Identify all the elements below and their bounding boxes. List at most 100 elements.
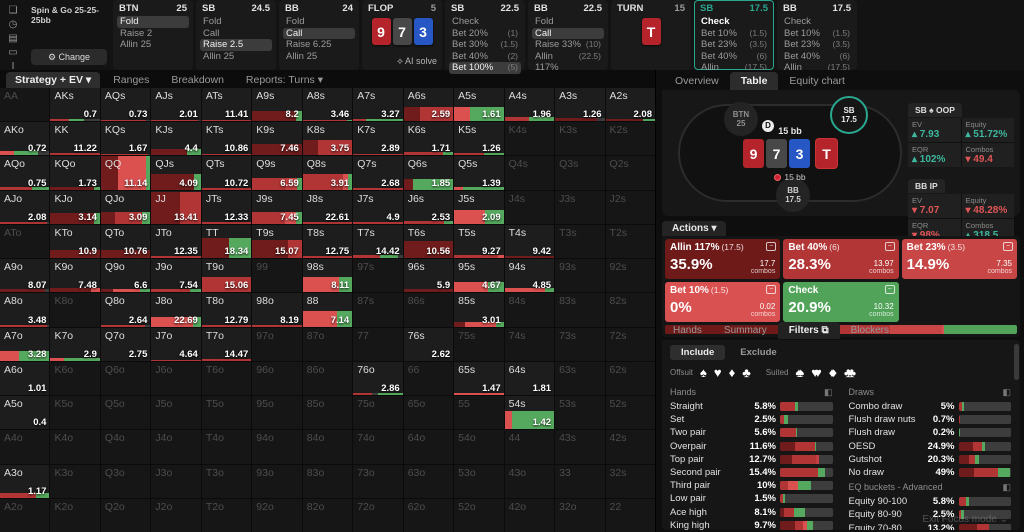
history-action-bet-100-[interactable]: Bet 100% (5) xyxy=(449,62,521,74)
bookmark-icon[interactable]: ❏ xyxy=(8,5,18,16)
filter-tab-filters[interactable]: Filters ⧉ xyxy=(777,322,840,339)
matrix-cell-A3s[interactable]: A3s 1.26 xyxy=(555,88,605,122)
filter-row-second-pair[interactable]: Second pair 15.4% xyxy=(670,466,833,479)
matrix-cell-K7o[interactable]: K7o 2.9 xyxy=(50,327,100,361)
matrix-cell-83s[interactable]: 83s xyxy=(555,293,605,327)
filter-row-king-high[interactable]: King high 9.7% xyxy=(670,519,833,530)
matrix-cell-76o[interactable]: 76o 2.86 xyxy=(353,361,403,396)
history-action-check[interactable]: Check xyxy=(781,16,853,28)
matrix-cell-42o[interactable]: 42o xyxy=(504,498,555,532)
offsuit-club-icon[interactable]: ♣ xyxy=(742,365,751,380)
library-icon[interactable]: ▭ xyxy=(8,47,18,58)
exclude-button[interactable]: Exclude xyxy=(740,347,777,358)
matrix-cell-J5s[interactable]: J5s 2.09 xyxy=(454,190,504,224)
matrix-cell-A2o[interactable]: A2o xyxy=(0,498,50,532)
history-action-bet-10-[interactable]: Bet 10% (1.5) xyxy=(698,28,770,40)
matrix-cell-T2o[interactable]: T2o xyxy=(201,498,252,532)
matrix-cell-T8o[interactable]: T8o 12.79 xyxy=(201,293,252,327)
matrix-cell-62s[interactable]: 62s xyxy=(605,361,655,396)
matrix-cell-Q7s[interactable]: Q7s 2.68 xyxy=(353,156,403,190)
matrix-cell-K2s[interactable]: K2s xyxy=(605,122,655,156)
matrix-cell-AA[interactable]: AA xyxy=(0,88,50,122)
matrix-cell-72o[interactable]: 72o xyxy=(353,498,403,532)
matrix-cell-AKo[interactable]: AKo 0.72 xyxy=(0,122,50,156)
matrix-cell-43s[interactable]: 43s xyxy=(555,430,605,464)
history-action-fold[interactable]: Fold xyxy=(283,16,355,28)
matrix-cell-J4s[interactable]: J4s xyxy=(504,190,555,224)
matrix-cell-77[interactable]: 77 xyxy=(353,327,403,361)
matrix-cell-87s[interactable]: 87s xyxy=(353,293,403,327)
matrix-cell-72s[interactable]: 72s xyxy=(605,327,655,361)
matrix-cell-Q7o[interactable]: Q7o 2.75 xyxy=(100,327,151,361)
history-action-bet-23-[interactable]: Bet 23% (3.5) xyxy=(781,39,853,51)
seat-bb[interactable]: BB 17.5 xyxy=(776,178,810,212)
matrix-cell-J7s[interactable]: J7s 4.9 xyxy=(353,190,403,224)
matrix-cell-J2o[interactable]: J2o xyxy=(151,498,201,532)
filter-tab-summary[interactable]: Summary xyxy=(723,325,767,336)
matrix-cell-AKs[interactable]: AKs 0.7 xyxy=(50,88,100,122)
section-toggle-icon[interactable]: ◧ xyxy=(1002,387,1011,397)
matrix-cell-Q8s[interactable]: Q8s 3.91 xyxy=(302,156,353,190)
matrix-cell-87o[interactable]: 87o xyxy=(302,327,353,361)
matrix-cell-64s[interactable]: 64s 1.81 xyxy=(504,361,555,396)
matrix-cell-65s[interactable]: 65s 1.47 xyxy=(454,361,504,396)
matrix-cell-Q5s[interactable]: Q5s 1.39 xyxy=(454,156,504,190)
matrix-cell-J7o[interactable]: J7o 4.64 xyxy=(151,327,201,361)
filter-row-set[interactable]: Set 2.5% xyxy=(670,413,833,426)
matrix-cell-T9s[interactable]: T9s 15.07 xyxy=(252,224,302,259)
matrix-cell-Q4s[interactable]: Q4s xyxy=(504,156,555,190)
matrix-cell-ATs[interactable]: ATs 11.41 xyxy=(201,88,252,122)
action-card-check[interactable]: Check − 20.9% 10.32 combos xyxy=(783,282,899,322)
matrix-cell-A9s[interactable]: A9s 8.2 xyxy=(252,88,302,122)
filter-row-oesd[interactable]: OESD 24.9% xyxy=(849,440,1011,453)
matrix-cell-JJ[interactable]: JJ 13.41 xyxy=(151,190,201,224)
matrix-cell-J8o[interactable]: J8o 22.69 xyxy=(151,293,201,327)
matrix-cell-92o[interactable]: 92o xyxy=(252,498,302,532)
filter-row-third-pair[interactable]: Third pair 10% xyxy=(670,479,833,492)
section-toggle-icon[interactable]: ◧ xyxy=(823,387,833,397)
matrix-cell-T3o[interactable]: T3o xyxy=(201,464,252,498)
view-tab-equity-chart[interactable]: Equity chart xyxy=(789,75,845,87)
filter-row-no-draw[interactable]: No draw 49% xyxy=(849,466,1011,479)
matrix-cell-K2o[interactable]: K2o xyxy=(50,498,100,532)
seat-sb[interactable]: SB 17.5 xyxy=(830,96,868,134)
matrix-cell-K3o[interactable]: K3o xyxy=(50,464,100,498)
filter-row-top-pair[interactable]: Top pair 12.7% xyxy=(670,453,833,466)
matrix-cell-Q3s[interactable]: Q3s xyxy=(555,156,605,190)
filter-row-flush-draw[interactable]: Flush draw 0.2% xyxy=(849,426,1011,439)
filter-row-equity-70-80[interactable]: Equity 70-80 13.2% xyxy=(849,522,1011,530)
matrix-cell-A8s[interactable]: A8s 3.46 xyxy=(302,88,353,122)
filter-tab-blockers[interactable]: Blockers xyxy=(850,325,889,336)
filter-tab-hands[interactable]: Hands xyxy=(673,325,702,336)
matrix-cell-K5s[interactable]: K5s 1.26 xyxy=(454,122,504,156)
matrix-cell-Q3o[interactable]: Q3o xyxy=(100,464,151,498)
matrix-cell-62o[interactable]: 62o xyxy=(403,498,454,532)
matrix-cell-54s[interactable]: 54s 1.42 xyxy=(504,396,555,430)
exit-focus-watermark[interactable]: Exit Focus mode ⌄ xyxy=(922,514,1008,525)
matrix-cell-T5s[interactable]: T5s 9.27 xyxy=(454,224,504,259)
matrix-cell-43o[interactable]: 43o xyxy=(504,464,555,498)
history-icon[interactable]: ◷ xyxy=(8,19,18,30)
filter-row-gutshot[interactable]: Gutshot 20.3% xyxy=(849,453,1011,466)
filter-row-equity-90-100[interactable]: Equity 90-100 5.8% xyxy=(849,495,1011,508)
matrix-cell-93o[interactable]: 93o xyxy=(252,464,302,498)
matrix-cell-K3s[interactable]: K3s xyxy=(555,122,605,156)
section-toggle-icon[interactable]: ◧ xyxy=(1002,482,1011,493)
matrix-cell-63o[interactable]: 63o xyxy=(403,464,454,498)
offsuit-heart-icon[interactable]: ♥ xyxy=(713,365,722,380)
matrix-cell-AQo[interactable]: AQo 0.75 xyxy=(0,156,50,190)
history-action-raise-6-25[interactable]: Raise 6.25 xyxy=(283,39,355,51)
history-action-check[interactable]: Check xyxy=(698,16,770,28)
matrix-cell-74o[interactable]: 74o xyxy=(353,430,403,464)
matrix-cell-42s[interactable]: 42s xyxy=(605,430,655,464)
view-tab-overview[interactable]: Overview xyxy=(675,75,719,87)
matrix-cell-J9s[interactable]: J9s 7.45 xyxy=(252,190,302,224)
matrix-cell-53o[interactable]: 53o xyxy=(454,464,504,498)
matrix-cell-QQ[interactable]: QQ 11.14 xyxy=(100,156,151,190)
matrix-cell-A7o[interactable]: A7o 3.28 xyxy=(0,327,50,361)
filter-row-low-pair[interactable]: Low pair 1.5% xyxy=(670,492,833,505)
matrix-cell-QJs[interactable]: QJs 4.09 xyxy=(151,156,201,190)
matrix-cell-84o[interactable]: 84o xyxy=(302,430,353,464)
matrix-cell-92s[interactable]: 92s xyxy=(605,259,655,293)
matrix-cell-T6o[interactable]: T6o xyxy=(201,361,252,396)
